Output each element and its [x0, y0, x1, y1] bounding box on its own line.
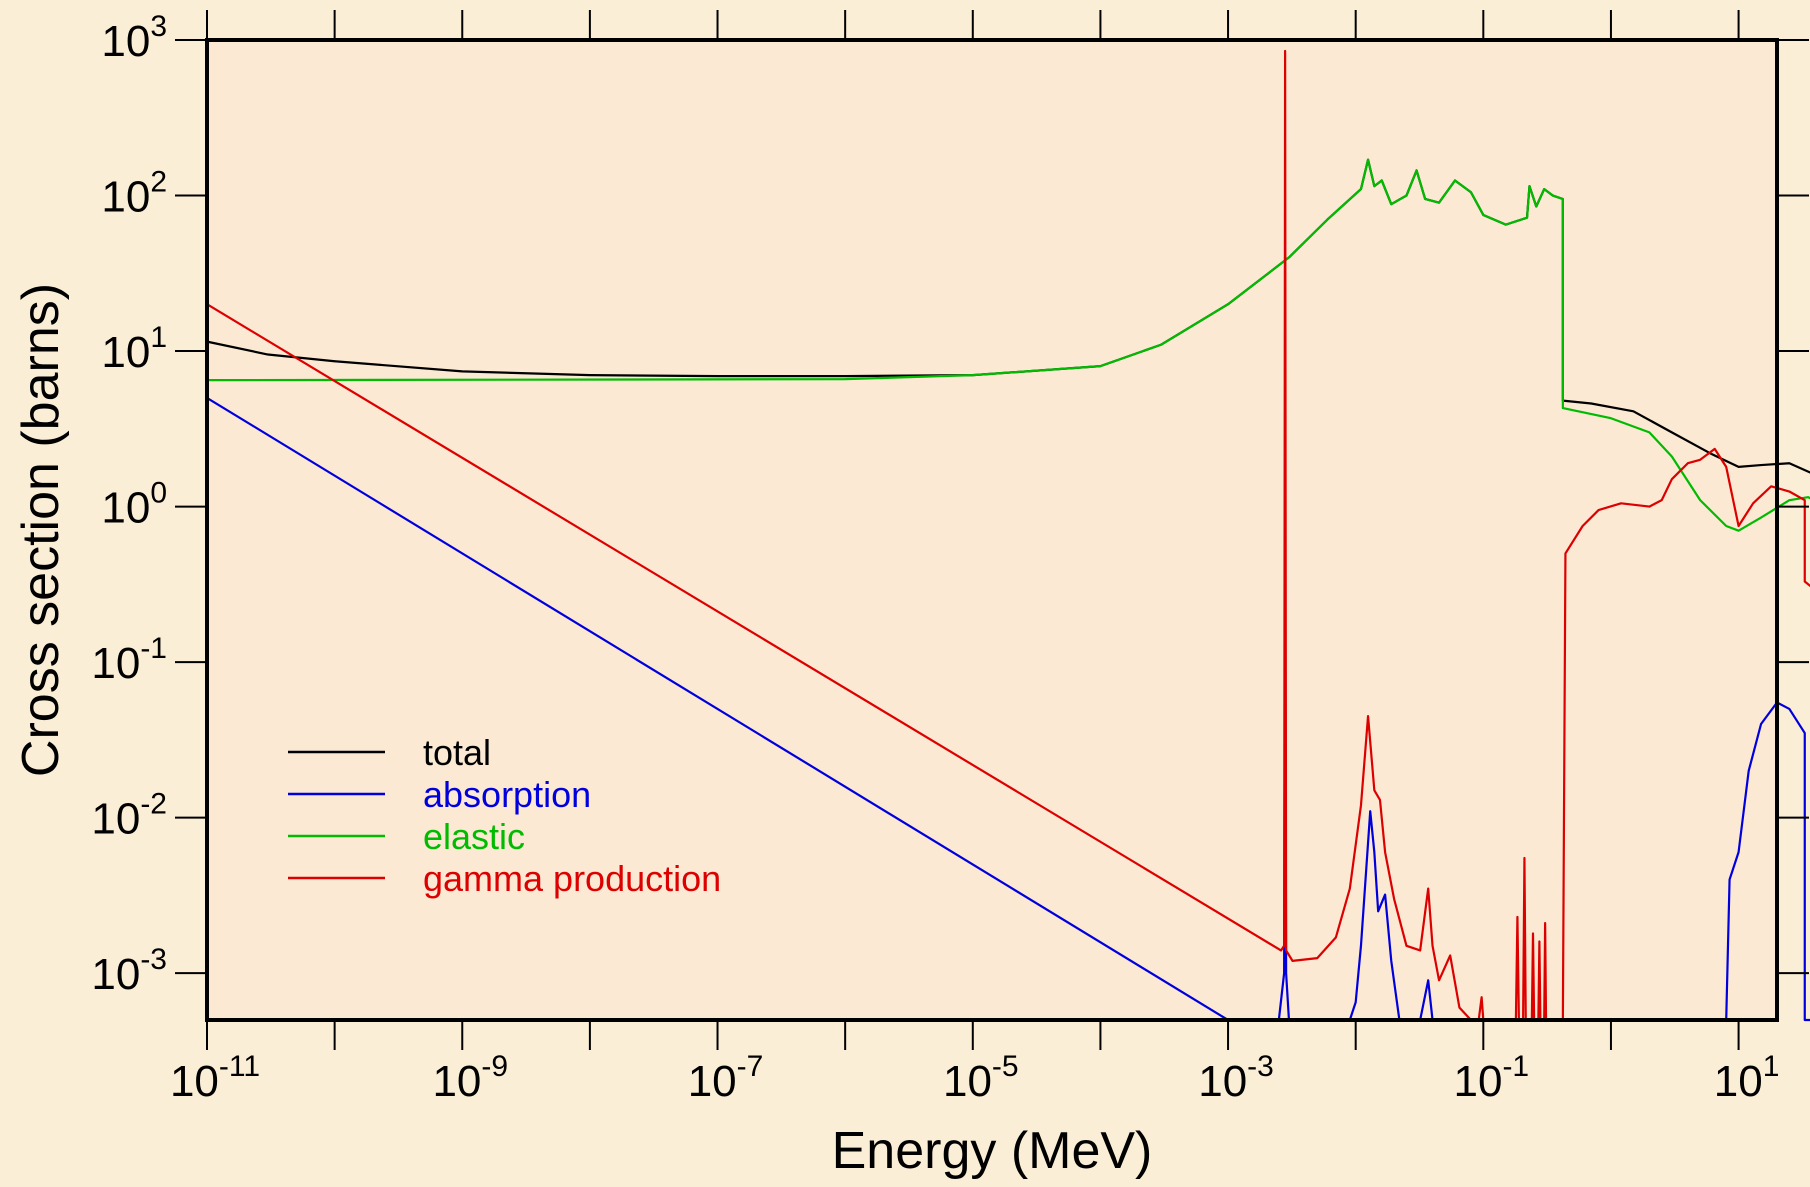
- y-tick-label: 10-3: [91, 943, 167, 999]
- legend: total absorption elastic gamma productio…: [288, 732, 721, 899]
- x-tick-label: 10-11: [170, 1050, 260, 1106]
- y-tick-label: 101: [101, 321, 167, 377]
- y-tick-label: 10-2: [91, 788, 167, 844]
- tick-labels: 10-11 10-9 10-7 10-5 10-3 10-1 101 10-3 10-2 10-1…: [91, 10, 1779, 1106]
- plot-area: [207, 40, 1777, 1020]
- y-tick-label: 100: [101, 477, 167, 533]
- x-tick-label: 10-1: [1453, 1050, 1529, 1106]
- y-tick-label: 10-1: [91, 632, 167, 688]
- series-line-elastic: [206, 158, 1810, 532]
- series-layer: [206, 49, 1810, 1022]
- legend-label-gamma-production: gamma production: [423, 858, 721, 899]
- ticks-layer: [175, 10, 1809, 1050]
- x-tick-label: 101: [1714, 1050, 1780, 1106]
- x-tick-label: 10-5: [943, 1050, 1019, 1106]
- x-tick-label: 10-9: [432, 1050, 508, 1106]
- y-tick-label: 103: [101, 10, 167, 66]
- legend-label-elastic: elastic: [423, 816, 525, 857]
- x-tick-label: 10-3: [1198, 1050, 1274, 1106]
- legend-label-absorption: absorption: [423, 774, 591, 815]
- plot-frame: [205, 38, 1779, 1022]
- y-axis-label: Cross section (barns): [12, 283, 70, 777]
- x-tick-label: 10-7: [688, 1050, 764, 1106]
- y-tick-label: 102: [101, 166, 167, 222]
- legend-label-total: total: [423, 732, 491, 773]
- series-line-gamma-production: [206, 49, 1810, 1022]
- x-axis-label: Energy (MeV): [832, 1122, 1153, 1180]
